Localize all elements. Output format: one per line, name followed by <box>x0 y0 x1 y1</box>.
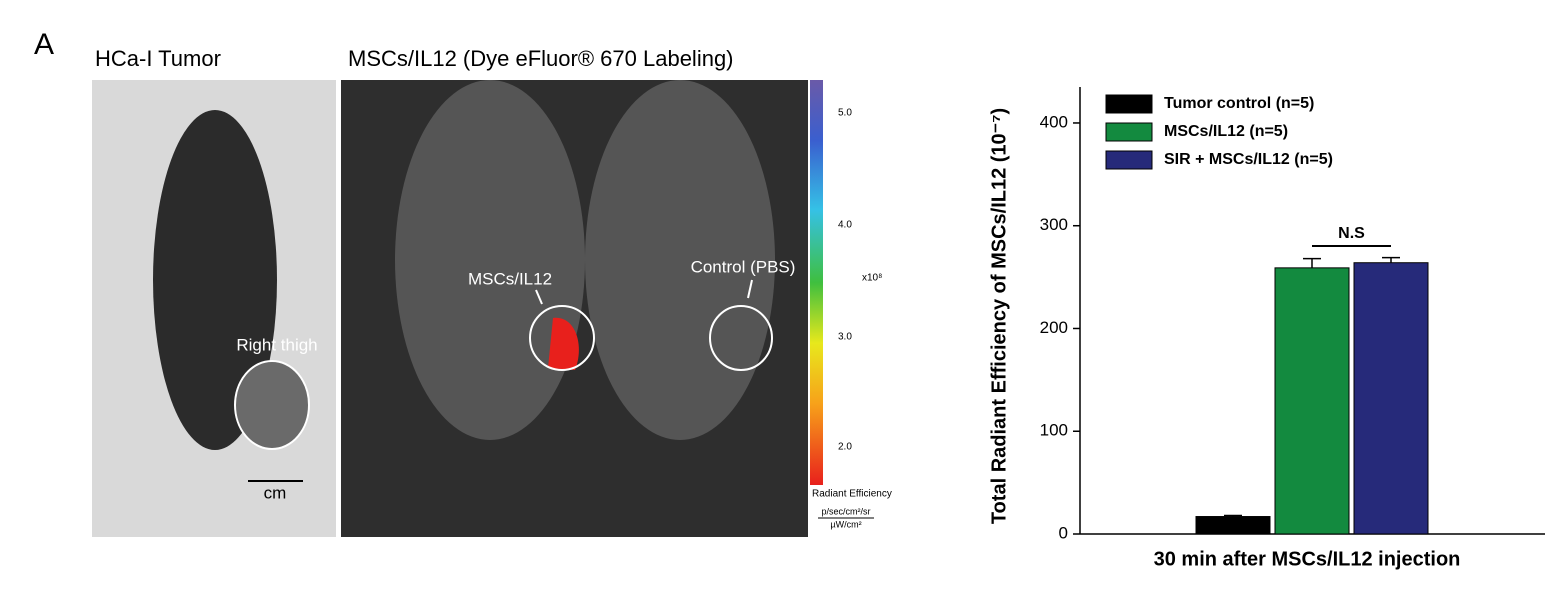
arrow <box>535 289 543 305</box>
y-tick-label: 100 <box>1040 421 1068 440</box>
annotation: Right thigh <box>236 335 317 354</box>
y-tick-label: 200 <box>1040 318 1068 337</box>
y-axis-label: Total Radiant Efficiency of MSCs/IL12 (1… <box>988 108 1010 524</box>
colorbar-tick: 5.0 <box>838 108 852 119</box>
colorbar-title: Radiant Efficiency <box>812 489 892 500</box>
colorbar-unit: p/sec/cm²/sr <box>821 506 870 516</box>
annotation: N.S <box>1338 225 1365 242</box>
scale-label: cm <box>264 483 287 502</box>
mouse <box>153 110 277 450</box>
x-axis-label: 30 min after MSCs/IL12 injection <box>1154 548 1461 570</box>
bar <box>1274 267 1350 535</box>
colorbar-tick: 4.0 <box>838 220 852 231</box>
y-tick-label: 300 <box>1040 215 1068 234</box>
roi-circle <box>709 305 773 371</box>
colorbar-tick: 3.0 <box>838 332 852 343</box>
mouse <box>585 80 775 440</box>
annotation: MSCs/IL12 <box>468 269 552 288</box>
photo-title: HCa-I Tumor <box>95 46 221 71</box>
y-tick-label: 0 <box>1059 523 1068 542</box>
legend-label: SIR + MSCs/IL12 (n=5) <box>1164 151 1333 168</box>
colorbar <box>810 80 823 485</box>
bar <box>1353 262 1429 535</box>
signal <box>548 317 579 370</box>
photo-title: MSCs/IL12 (Dye eFluor® 670 Labeling) <box>348 46 734 71</box>
tumor-circle <box>234 360 310 450</box>
annotation: Control (PBS) <box>691 257 796 276</box>
panel-label: A <box>34 28 54 61</box>
legend-swatch <box>1105 150 1153 170</box>
colorbar-multiplier: x10⁸ <box>862 273 882 284</box>
colorbar-unit: µW/cm² <box>830 519 861 529</box>
legend-label: MSCs/IL12 (n=5) <box>1164 123 1288 140</box>
colorbar-tick: 2.0 <box>838 442 852 453</box>
legend-swatch <box>1105 94 1153 114</box>
bar <box>1195 516 1271 535</box>
y-tick-label: 400 <box>1040 112 1068 131</box>
legend-label: Tumor control (n=5) <box>1164 95 1314 112</box>
mouse <box>395 80 585 440</box>
roi-circle <box>529 305 595 371</box>
arrow <box>747 279 753 299</box>
legend-swatch <box>1105 122 1153 142</box>
